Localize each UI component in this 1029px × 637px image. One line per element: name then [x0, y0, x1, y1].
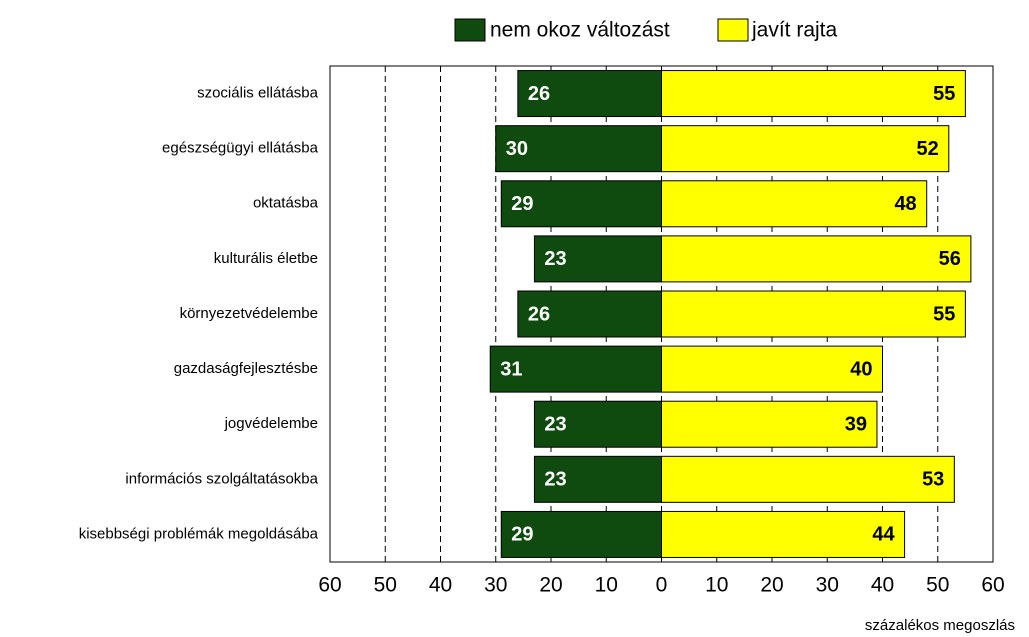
- category-label: kulturális életbe: [214, 250, 318, 267]
- category-label: információs szolgáltatásokba: [125, 470, 318, 487]
- x-tick-label: 10: [595, 574, 618, 597]
- value-label: 23: [544, 248, 566, 270]
- value-label: 44: [872, 524, 895, 546]
- x-tick-label: 40: [429, 574, 452, 597]
- bar: [500, 180, 662, 228]
- plot-frame: [329, 65, 994, 563]
- value-label: 30: [506, 138, 528, 160]
- value-label: 39: [845, 414, 867, 436]
- category-label: egészségügyi ellátásba: [162, 140, 319, 157]
- value-label: 53: [922, 469, 944, 491]
- value-label: 26: [528, 303, 550, 325]
- bar: [661, 70, 966, 118]
- bar: [661, 345, 883, 393]
- x-tick-label: 20: [760, 574, 783, 597]
- bar: [661, 180, 928, 228]
- bar: [495, 125, 662, 173]
- x-tick-label: 20: [539, 574, 562, 597]
- bar: [533, 455, 662, 503]
- value-label: 23: [544, 469, 566, 491]
- legend-label: javít rajta: [751, 19, 838, 42]
- value-label: 29: [511, 524, 533, 546]
- x-tick-label: 50: [374, 574, 397, 597]
- x-tick-label: 40: [871, 574, 894, 597]
- bar: [661, 455, 955, 503]
- value-label: 52: [917, 138, 939, 160]
- bar: [661, 290, 966, 338]
- x-axis-label: százalékos megoszlás: [865, 617, 1015, 634]
- value-label: 26: [528, 83, 550, 105]
- value-label: 55: [933, 303, 955, 325]
- bar: [533, 235, 662, 283]
- bar: [661, 235, 972, 283]
- x-tick-label: 30: [816, 574, 839, 597]
- x-tick-label: 0: [656, 574, 668, 597]
- x-tick-label: 50: [926, 574, 949, 597]
- value-label: 55: [933, 83, 955, 105]
- x-tick-label: 10: [705, 574, 728, 597]
- value-label: 23: [544, 414, 566, 436]
- value-label: 56: [939, 248, 961, 270]
- bar: [661, 510, 906, 558]
- bar: [517, 70, 662, 118]
- bar: [661, 400, 878, 448]
- x-tick-label: 30: [484, 574, 507, 597]
- legend-label: nem okoz változást: [490, 19, 670, 42]
- value-label: 31: [500, 358, 522, 380]
- category-label: környezetvédelembe: [180, 305, 318, 322]
- category-label: kisebbségi problémák megoldásába: [79, 525, 319, 542]
- category-label: szociális ellátásba: [197, 85, 319, 102]
- category-label: jogvédelembe: [224, 415, 318, 432]
- value-label: 29: [511, 193, 533, 215]
- x-tick-label: 60: [981, 574, 1004, 597]
- bar: [489, 345, 662, 393]
- bar: [533, 400, 662, 448]
- bar: [517, 290, 662, 338]
- legend-swatch: [454, 18, 486, 42]
- bar: [500, 510, 662, 558]
- x-tick-label: 60: [318, 574, 341, 597]
- legend-swatch: [717, 18, 749, 42]
- value-label: 48: [894, 193, 916, 215]
- category-label: oktatásba: [253, 195, 319, 212]
- bar: [661, 125, 950, 173]
- value-label: 40: [850, 358, 872, 380]
- category-label: gazdaságfejlesztésbe: [174, 360, 318, 377]
